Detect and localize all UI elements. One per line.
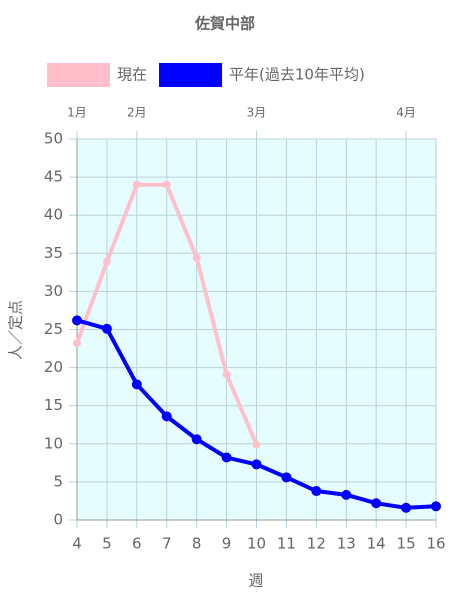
data-point xyxy=(221,452,232,463)
x-tick-label: 11 xyxy=(277,535,296,553)
x-tick-label: 10 xyxy=(247,535,266,553)
legend-swatch xyxy=(47,63,110,87)
x-tick-label: 5 xyxy=(102,535,112,553)
chart-title: 佐賀中部 xyxy=(194,15,255,33)
x-tick-label: 9 xyxy=(222,535,232,553)
x-tick-label: 13 xyxy=(337,535,356,553)
data-point xyxy=(132,180,141,189)
y-tick-label: 30 xyxy=(44,282,63,300)
x-tick-label: 15 xyxy=(397,535,416,553)
data-point xyxy=(162,180,171,189)
y-tick-label: 35 xyxy=(44,244,63,262)
data-point xyxy=(73,339,81,348)
data-point xyxy=(401,502,412,513)
x-tick-label: 4 xyxy=(72,535,82,553)
y-tick-label: 45 xyxy=(44,168,63,186)
y-tick-label: 5 xyxy=(53,472,63,490)
y-tick-label: 40 xyxy=(44,206,63,224)
data-point xyxy=(191,434,202,445)
data-point xyxy=(72,315,82,326)
data-point xyxy=(252,440,261,449)
y-axis-label: 人／定点 xyxy=(7,300,25,360)
data-point xyxy=(341,489,352,500)
x-tick-label: 16 xyxy=(426,535,445,553)
y-tick-label: 10 xyxy=(44,434,63,452)
data-point xyxy=(131,379,142,390)
y-tick-label: 20 xyxy=(44,358,63,376)
x-tick-label: 8 xyxy=(192,535,202,553)
data-point xyxy=(311,486,322,497)
data-point xyxy=(222,370,231,379)
data-point xyxy=(101,323,112,334)
data-point xyxy=(251,459,262,470)
data-point xyxy=(281,472,292,483)
legend-swatch xyxy=(159,63,223,87)
data-point xyxy=(431,501,441,512)
top-tick-label: 3月 xyxy=(247,106,267,120)
x-axis-label: 週 xyxy=(248,572,263,590)
y-tick-label: 25 xyxy=(44,320,63,338)
x-tick-label: 12 xyxy=(307,535,326,553)
y-tick-label: 15 xyxy=(44,396,63,414)
x-tick-label: 7 xyxy=(162,535,172,553)
legend-label: 平年(過去10年平均) xyxy=(229,66,365,84)
x-tick-label: 6 xyxy=(132,535,142,553)
y-tick-label: 0 xyxy=(53,511,63,529)
data-point xyxy=(161,411,172,422)
top-tick-label: 1月 xyxy=(67,106,87,120)
legend-label: 現在 xyxy=(117,66,147,84)
data-point xyxy=(371,498,382,509)
data-point xyxy=(192,253,201,262)
top-tick-label: 2月 xyxy=(127,106,147,120)
x-tick-label: 14 xyxy=(367,535,386,553)
data-point xyxy=(102,257,111,266)
y-tick-label: 50 xyxy=(44,130,63,148)
top-tick-label: 4月 xyxy=(396,106,416,120)
